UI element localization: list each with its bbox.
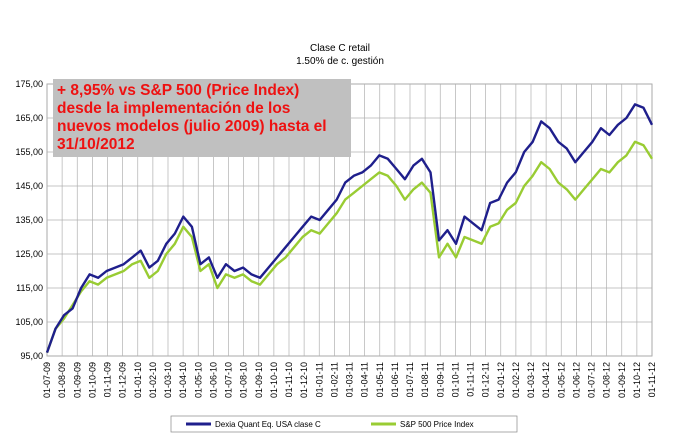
x-tick-label: 01-02-12 — [511, 362, 521, 398]
series-line-sp500 — [45, 140, 654, 354]
y-tick-label: 175,00 — [15, 79, 43, 89]
y-axis-tick-labels: 95,00 105,00 115,00 125,00 135,00 145,00 155,0… — [15, 79, 43, 361]
x-tick-label: 01-09-12 — [617, 362, 627, 398]
x-tick-label: 01-07-10 — [224, 362, 234, 398]
x-tick-label: 01-08-11 — [420, 362, 430, 397]
annotation-line-1: + 8,95% vs S&P 500 (Price Index) — [57, 82, 300, 99]
x-tick-label: 01-09-09 — [72, 362, 82, 398]
x-tick-label: 01-05-11 — [375, 362, 385, 397]
x-tick-label: 01-09-10 — [254, 362, 264, 398]
x-tick-label: 01-12-10 — [299, 362, 309, 398]
x-tick-label: 01-10-10 — [269, 362, 279, 398]
y-tick-label: 105,00 — [15, 317, 43, 327]
x-tick-label: 01-05-12 — [556, 362, 566, 398]
x-tick-label: 01-10-12 — [632, 362, 642, 398]
x-tick-label: 01-04-10 — [178, 362, 188, 398]
x-tick-label: 01-03-11 — [345, 362, 355, 397]
x-tick-label: 01-04-11 — [360, 362, 370, 397]
x-tick-label: 01-07-09 — [42, 362, 52, 398]
x-tick-label: 01-06-10 — [208, 362, 218, 398]
x-tick-label: 01-08-09 — [57, 362, 67, 398]
x-tick-label: 01-12-09 — [118, 362, 128, 398]
x-tick-label: 01-03-12 — [526, 362, 536, 398]
x-tick-label: 01-09-11 — [435, 362, 445, 397]
annotation-line-4: 31/10/2012 — [57, 136, 135, 153]
x-tick-label: 01-06-11 — [390, 362, 400, 397]
x-tick-label: 01-11-09 — [103, 362, 113, 397]
x-tick-label: 01-01-11 — [314, 362, 324, 397]
y-tick-label: 155,00 — [15, 147, 43, 157]
annotation-box: + 8,95% vs S&P 500 (Price Index) desde l… — [53, 79, 351, 157]
x-tick-label: 01-10-11 — [450, 362, 460, 397]
y-tick-label: 115,00 — [16, 283, 43, 293]
chart-subtitle: 1.50% de c. gestión — [296, 56, 384, 67]
x-tick-label: 01-03-10 — [163, 362, 173, 398]
y-tick-label: 135,00 — [15, 215, 43, 225]
x-tick-label: 01-02-11 — [329, 362, 339, 397]
y-tick-label: 145,00 — [15, 181, 43, 191]
legend: Dexia Quant Eq. USA clase C S&P 500 Pric… — [170, 415, 518, 433]
x-tick-label: 01-11-11 — [466, 362, 476, 397]
annotation-line-3: nuevos modelos (julio 2009) hasta el — [57, 118, 327, 135]
y-tick-label: 125,00 — [15, 249, 43, 259]
x-tick-label: 01-11-10 — [284, 362, 294, 397]
series-lines — [45, 103, 654, 354]
legend-box — [170, 415, 518, 433]
x-tick-label: 01-04-12 — [541, 362, 551, 398]
chart-title: Clase C retail — [310, 43, 370, 54]
x-tick-label: 01-11-12 — [647, 362, 657, 397]
x-tick-label: 01-05-10 — [193, 362, 203, 398]
x-tick-label: 01-06-12 — [571, 362, 581, 398]
x-tick-label: 01-12-11 — [481, 362, 491, 397]
x-tick-label: 01-01-12 — [496, 362, 506, 398]
legend-label-dexia: Dexia Quant Eq. USA clase C — [215, 420, 321, 429]
x-tick-label: 01-07-11 — [405, 362, 415, 397]
x-tick-label: 01-08-10 — [239, 362, 249, 398]
x-tick-label: 01-01-10 — [133, 362, 143, 398]
x-axis-tick-labels: 01-07-09 01-08-09 01-09-09 01-10-09 01-11-09… — [42, 362, 657, 398]
y-tick-label: 95,00 — [20, 351, 43, 361]
x-tick-label: 01-02-10 — [148, 362, 158, 398]
annotation-line-2: desde la implementación de los — [57, 100, 291, 117]
x-tick-label: 01-07-12 — [587, 362, 597, 398]
x-tick-label: 01-08-12 — [602, 362, 612, 398]
series-line-dexia — [45, 103, 654, 354]
x-tick-label: 01-10-09 — [87, 362, 97, 398]
y-tick-label: 165,00 — [15, 113, 43, 123]
legend-label-sp500: S&P 500 Price Index — [400, 420, 474, 429]
